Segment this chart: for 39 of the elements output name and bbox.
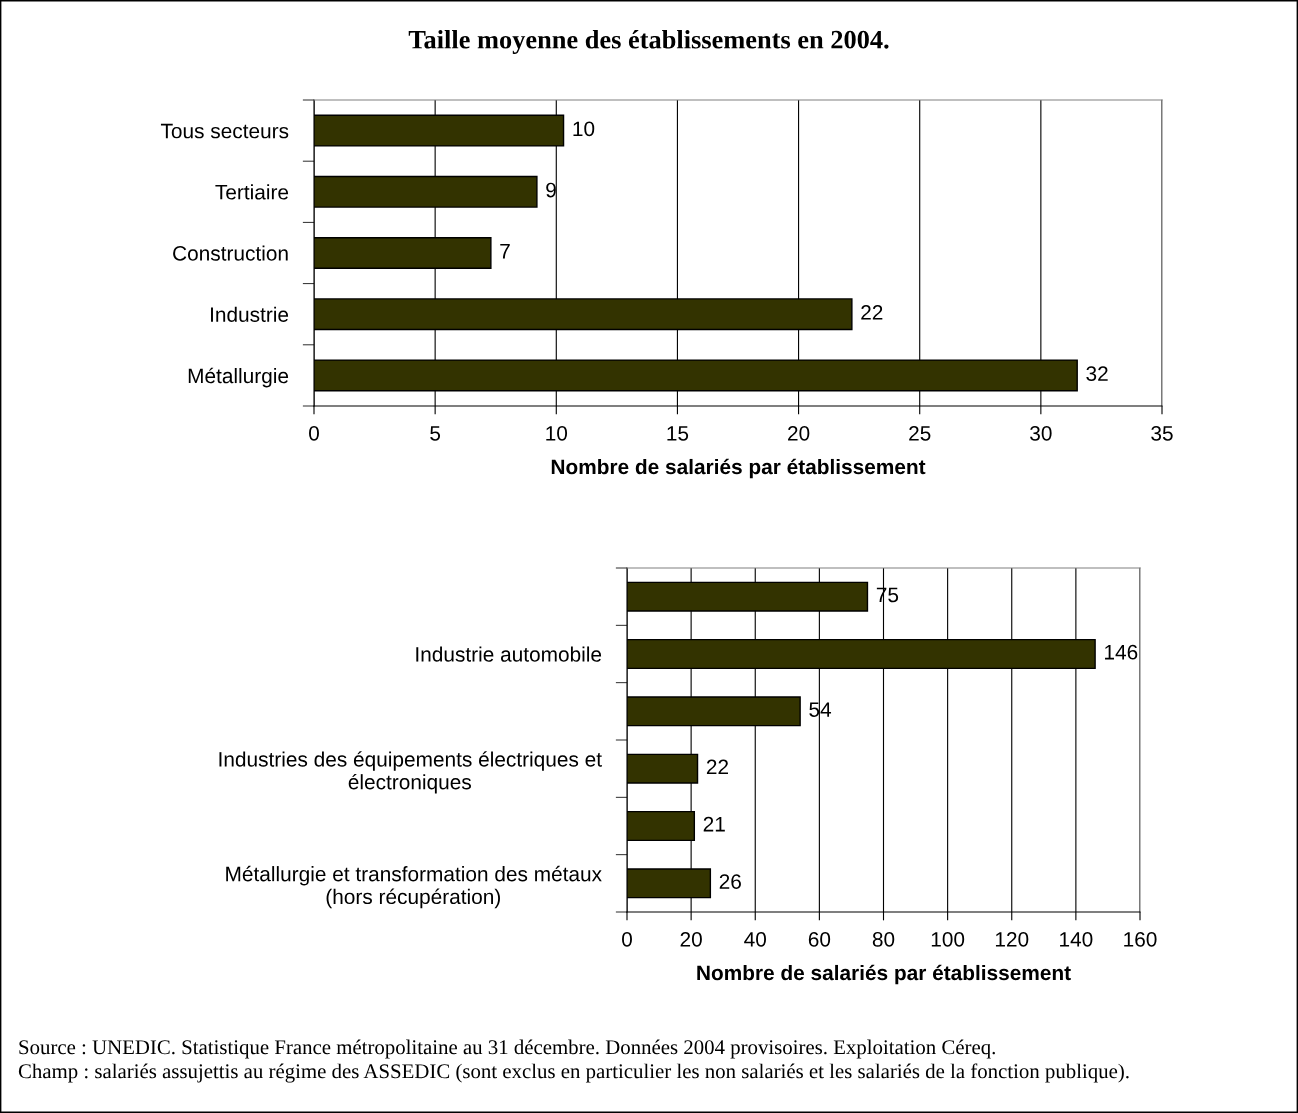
x-tick-label: 120 xyxy=(995,931,1029,947)
y-tick-label: Tertiaire xyxy=(215,184,289,200)
y-tick-label: Industrie xyxy=(211,306,289,322)
x-tick-label: 20 xyxy=(680,931,702,947)
x-tick-label: 35 xyxy=(1151,425,1173,441)
data-label: 32 xyxy=(1086,366,1108,381)
y-tick-label: Industrie automobile xyxy=(416,646,602,662)
text: Champ : salariés assujettis au régime des ASSEDIC (sont exclus en particulier les non salariés et les salariés de la fonction publique). xyxy=(18,1063,1129,1083)
data-label: 22 xyxy=(861,305,883,320)
x-tick-label: 160 xyxy=(1124,931,1157,947)
x-tick-label: 5 xyxy=(430,426,441,441)
data-label: 10 xyxy=(573,121,595,137)
y-tick-label: Industries des équipements électriques et électroniques xyxy=(219,751,602,794)
x-tick-label: 10 xyxy=(546,425,568,441)
x-axis-title: Nombre de salariés par établissement xyxy=(697,964,1071,985)
data-label: 146 xyxy=(1105,644,1138,660)
y-tick-label: Tous secteurs xyxy=(160,123,289,139)
x-tick-label: 40 xyxy=(744,931,767,947)
x-tick-label: 30 xyxy=(1030,425,1052,441)
x-tick-label: 140 xyxy=(1060,931,1093,947)
x-tick-label: 15 xyxy=(667,426,689,441)
data-label: 21 xyxy=(703,816,725,832)
x-tick-label: 25 xyxy=(909,425,931,441)
x-axis-title: Nombre de salariés par établissement xyxy=(551,458,926,479)
x-tick-label: 60 xyxy=(808,931,831,947)
y-tick-label: Métallurgie xyxy=(188,367,289,388)
x-tick-label: 20 xyxy=(788,425,810,441)
source-note: Source : UNEDIC. Statistique France métropolitaine au 31 décembre. Données 2004 provisoires. Exploitation Céreq. xyxy=(19,1039,995,1059)
data-label: 22 xyxy=(706,759,728,775)
y-tick-label: Construction xyxy=(173,245,288,261)
data-label: 26 xyxy=(719,874,741,889)
chart-title: Taille moyenne des établissements en 2004. xyxy=(408,29,889,55)
x-tick-label: 0 xyxy=(309,425,319,441)
data-label: 9 xyxy=(546,182,556,198)
data-label: 7 xyxy=(500,244,510,259)
x-tick-label: 0 xyxy=(622,931,632,947)
y-tick-label: Métallurgie et transformation des métaux (hors récupération) xyxy=(226,865,602,909)
x-tick-label: 100 xyxy=(931,931,965,947)
x-tick-label: 80 xyxy=(872,931,895,947)
